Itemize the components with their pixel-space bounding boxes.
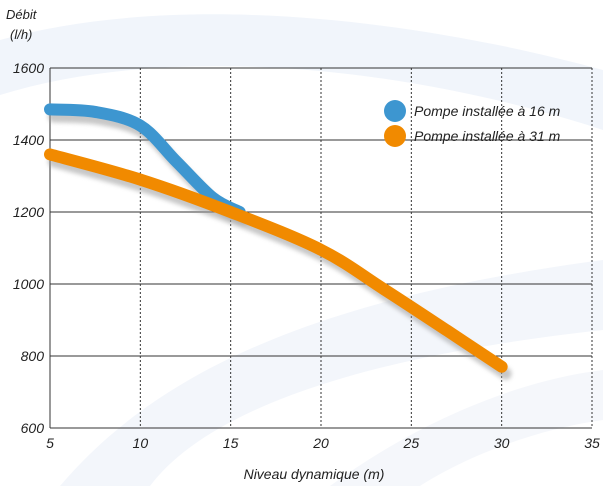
x-tick-label: 5 [46,435,54,451]
x-tick-label: 25 [403,435,420,451]
y-tick-label: 1200 [13,204,44,220]
y-axis-unit: (l/h) [10,27,32,42]
y-tick-label: 600 [21,420,45,436]
series-line-16m [44,103,246,218]
series-layer [44,103,512,380]
x-tick-label: 35 [584,435,600,451]
y-tick-label: 800 [21,348,45,364]
y-axis-label: Débit [6,7,38,22]
legend-label-16m: Pompe installée à 16 m [414,103,561,119]
x-tick-label: 10 [133,435,149,451]
x-tick-label: 15 [223,435,239,451]
x-tick-label: 30 [494,435,510,451]
legend-label-31m: Pompe installée à 31 m [414,128,561,144]
y-tick-label: 1000 [13,276,44,292]
series-line-31m [44,148,508,373]
legend: Pompe installée à 16 m Pompe installée à… [384,100,561,147]
y-tick-label: 1400 [13,132,44,148]
legend-marker-31m [384,125,406,147]
x-tick-label: 20 [312,435,329,451]
legend-marker-16m [384,100,406,122]
x-axis-label: Niveau dynamique (m) [244,466,385,482]
y-tick-label: 1600 [13,60,44,76]
tick-labels: 600 800 1000 1200 1400 1600 5 10 15 20 25 30 35 [13,60,600,451]
